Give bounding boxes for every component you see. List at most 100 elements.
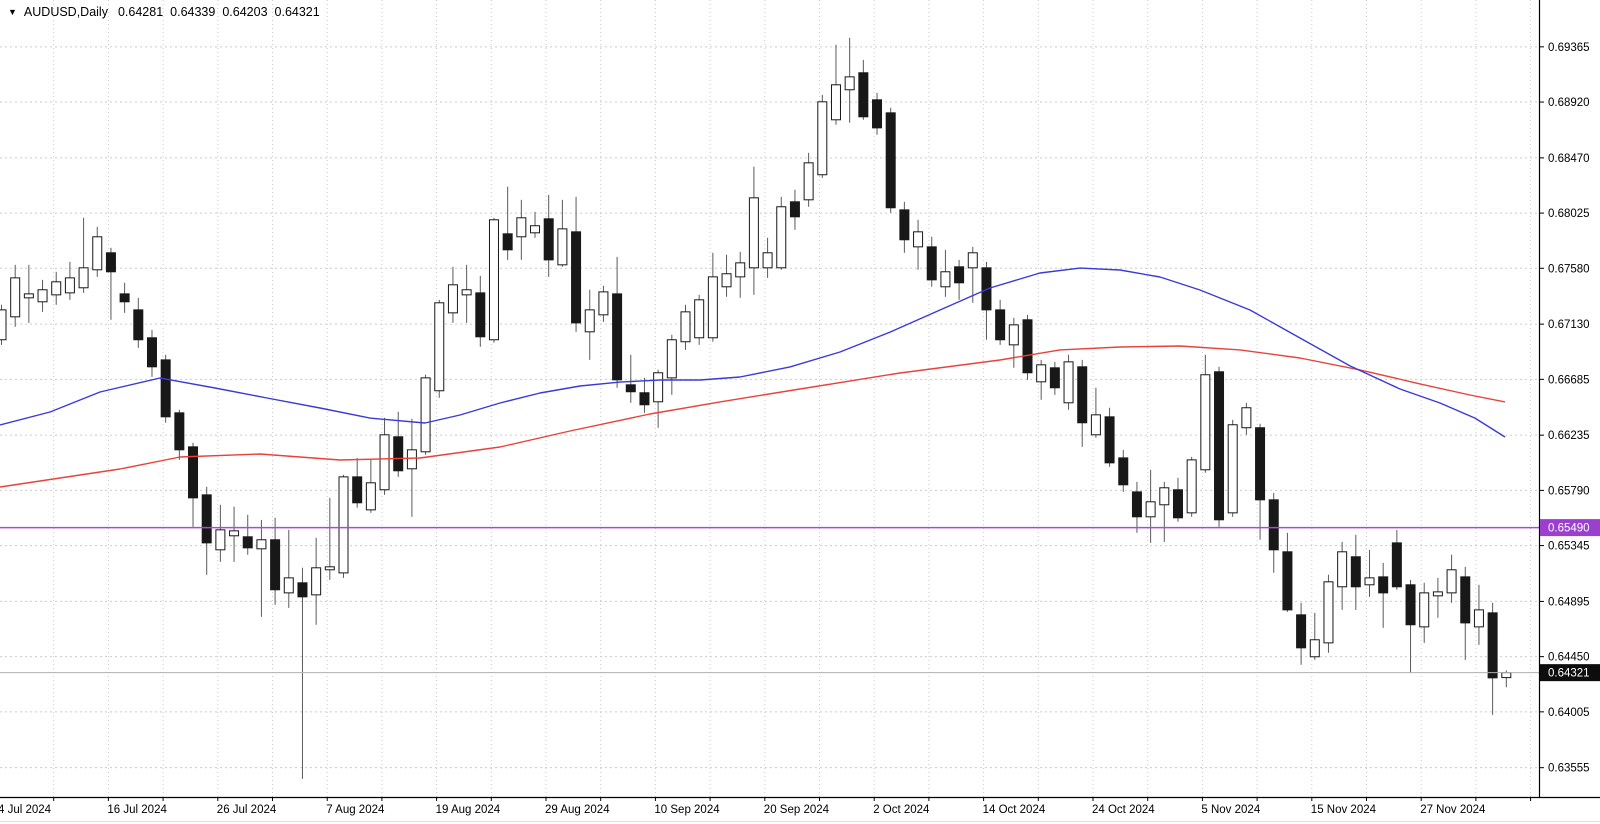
date-axis-label: 26 Jul 2024 (217, 804, 277, 816)
candle-bullish (324, 566, 335, 571)
candle-bullish (967, 252, 978, 269)
candle-bullish (1159, 487, 1170, 506)
candle-bearish (502, 233, 513, 251)
candle-bullish (51, 281, 62, 296)
price-axis-label: 0.68920 (1548, 97, 1590, 109)
candle-bullish (1063, 361, 1074, 404)
candle-bullish (10, 277, 21, 318)
plot-area[interactable] (0, 0, 1539, 797)
candle-bearish (1405, 584, 1416, 626)
date-axis-label: 15 Nov 2024 (1311, 804, 1377, 816)
candle-bullish (530, 225, 541, 234)
candle-bearish (639, 392, 650, 406)
candle-bearish (119, 293, 130, 303)
symbol-readout: ▼ AUDUSD,Daily 0.64281 0.64339 0.64203 0… (8, 4, 327, 20)
candle-bearish (954, 266, 965, 284)
symbol-timeframe-label: AUDUSD,Daily (23, 5, 108, 19)
candle-bearish (1172, 489, 1183, 519)
candle-bearish (297, 582, 308, 598)
candle-bullish (776, 206, 787, 269)
candle-bullish (461, 289, 472, 296)
candle-bullish (311, 567, 322, 596)
candle-bearish (926, 246, 937, 281)
candle-bullish (817, 101, 828, 176)
candle-bullish (78, 267, 89, 289)
candle-bearish (612, 293, 623, 381)
candle-bearish (352, 476, 363, 504)
candle-bullish (803, 162, 814, 201)
candle-bearish (270, 539, 281, 591)
candle-bearish (543, 218, 554, 261)
readout-open: 0.64281 (117, 5, 164, 19)
candle-bullish (584, 309, 595, 333)
candle-bullish (283, 577, 294, 594)
collapse-indicator-icon[interactable]: ▼ (8, 7, 17, 17)
time-axis[interactable]: 4 Jul 2024 16 Jul 2024 26 Jul 2024 7 Aug 20… (0, 797, 1532, 816)
grid (0, 0, 1539, 797)
candle-bullish (516, 217, 527, 238)
candle-bullish (0, 309, 7, 341)
candle-bullish (748, 197, 759, 269)
price-tag-level[interactable]: 0.65490 (1540, 519, 1600, 537)
candle-bearish (1118, 457, 1129, 486)
price-axis-label: 0.63555 (1548, 763, 1590, 775)
candle-bullish (598, 291, 609, 316)
candle-bullish (379, 434, 390, 491)
date-axis-label: 5 Nov 2024 (1201, 804, 1260, 816)
date-axis-label: 20 Sep 2024 (764, 804, 830, 816)
candle-bullish (1419, 592, 1430, 628)
candle-bullish (1501, 672, 1512, 679)
candle-bullish (844, 76, 855, 91)
candle-bullish (735, 262, 746, 278)
candle-bullish (707, 276, 718, 339)
candle-bearish (1268, 499, 1279, 551)
candle-bullish (694, 299, 705, 339)
price-axis-label: 0.68025 (1548, 208, 1590, 220)
date-axis-label: 2 Oct 2024 (873, 804, 930, 816)
candle-bullish (420, 377, 431, 453)
ma-slow-red-line[interactable] (0, 345, 1506, 488)
candle-bullish (488, 219, 499, 341)
candle-bearish (146, 337, 157, 368)
candle-bearish (1255, 427, 1266, 501)
candle-bearish (1049, 367, 1060, 389)
price-axis-label: 0.67130 (1548, 319, 1590, 331)
ma-fast-blue-line[interactable] (0, 267, 1506, 438)
candle-bullish (215, 529, 226, 551)
readout-high: 0.64339 (170, 5, 216, 19)
candle-bearish (1460, 576, 1471, 624)
candle-bullish (1364, 577, 1375, 586)
candle-bearish (1391, 542, 1402, 588)
date-axis-label: 29 Aug 2024 (545, 804, 610, 816)
price-axis-label: 0.64895 (1548, 596, 1590, 608)
candle-bearish (242, 536, 253, 549)
candle-bullish (680, 311, 691, 343)
candle-bullish (1145, 501, 1156, 518)
candle-bullish (229, 530, 240, 537)
candle-bullish (1036, 364, 1047, 383)
candle-bearish (1104, 416, 1115, 464)
candle-bullish (1186, 459, 1197, 514)
date-axis-label: 19 Aug 2024 (436, 804, 501, 816)
readout-close: 0.64321 (274, 5, 320, 19)
candle-bearish (1350, 556, 1361, 588)
candle-bearish (133, 309, 144, 341)
date-axis-label: 27 Nov 2024 (1420, 804, 1486, 816)
price-axis-label: 0.66685 (1548, 374, 1590, 386)
candle-bearish (1214, 371, 1225, 521)
candle-bearish (789, 201, 800, 218)
price-tag-current[interactable]: 0.64321 (1540, 664, 1600, 682)
candle-bullish (37, 289, 48, 303)
price-axis[interactable]: 0.69365 0.68920 0.68470 0.68025 0.67580 0.671… (1539, 42, 1590, 775)
candle-bullish (1241, 407, 1252, 429)
candle-bullish (1090, 414, 1101, 436)
candle-bullish (1309, 639, 1320, 658)
candle-bearish (475, 292, 486, 338)
candle-bullish (1227, 424, 1238, 514)
candle-bearish (995, 309, 1006, 341)
candle-bearish (174, 412, 185, 451)
candle-bearish (625, 384, 636, 393)
